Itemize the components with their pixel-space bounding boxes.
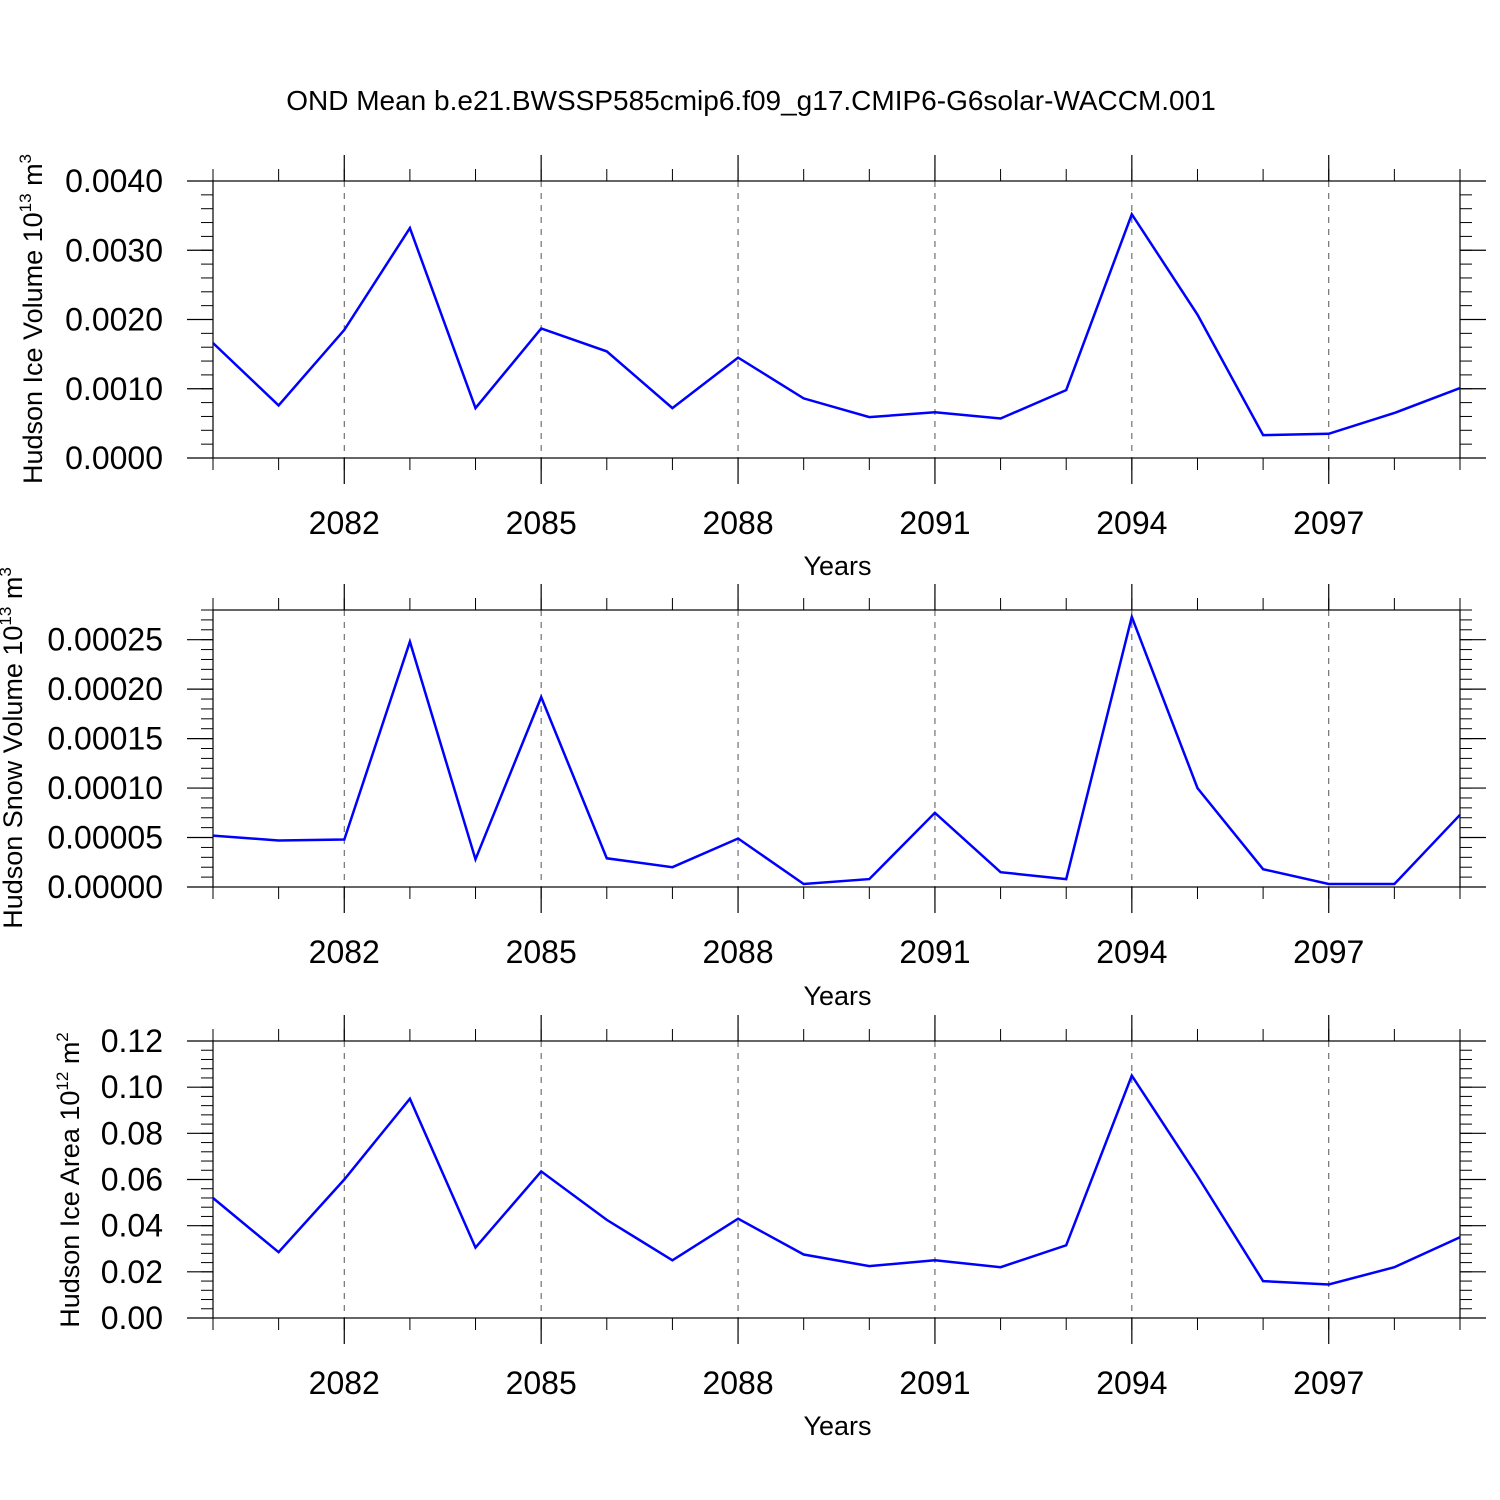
y-tick-label: 0.00025: [47, 622, 163, 658]
panel-3: 2082 2085 2088 2091 2094 2097 0.00 0.02 0.04 0.06…: [53, 1015, 1486, 1441]
series-line: [212, 211, 1461, 437]
x-tick-label: 2097: [1293, 934, 1364, 970]
x-tick-label: 2088: [702, 1365, 773, 1401]
series-line: [212, 612, 1461, 886]
y-tick-label: 0.00010: [47, 770, 163, 806]
y-tick-label: 0.04: [101, 1208, 163, 1244]
x-tick-label: 2094: [1096, 505, 1167, 541]
x-tick-label: 2082: [309, 934, 380, 970]
x-tick-label: 2088: [702, 934, 773, 970]
y-tick-label: 0.0020: [65, 302, 163, 338]
y-tick-label: 0.00020: [47, 671, 163, 707]
x-tick-label: 2082: [309, 505, 380, 541]
y-tick-label: 0.06: [101, 1162, 163, 1198]
y-tick-label: 0.00000: [47, 869, 163, 905]
x-axis-label: Years: [803, 551, 871, 581]
y-tick-label: 0.00015: [47, 721, 163, 757]
panel-2: 2082 2085 2088 2091 2094 2097 0.00000 0.00005 0.…: [0, 567, 1486, 1011]
x-tick-label: 2097: [1293, 1365, 1364, 1401]
x-tick-label: 2097: [1293, 505, 1364, 541]
x-tick-label: 2085: [506, 505, 577, 541]
x-tick-label: 2082: [309, 1365, 380, 1401]
x-tick-label: 2091: [899, 505, 970, 541]
x-tick-label: 2094: [1096, 934, 1167, 970]
y-tick-label: 0.10: [101, 1069, 163, 1105]
y-tick-label: 0.0030: [65, 232, 163, 268]
y-tick-label: 0.00: [101, 1300, 163, 1336]
y-tick-label: 0.0040: [65, 163, 163, 199]
y-tick-label: 0.02: [101, 1254, 163, 1290]
y-tick-label: 0.08: [101, 1115, 163, 1151]
x-tick-label: 2085: [506, 934, 577, 970]
x-tick-label: 2085: [506, 1365, 577, 1401]
x-axis-label: Years: [803, 981, 871, 1011]
y-tick-label: 0.00005: [47, 820, 163, 856]
x-tick-label: 2091: [899, 1365, 970, 1401]
x-axis-label: Years: [803, 1411, 871, 1441]
y-axis-label: Hudson Snow Volume 1013 m3: [0, 567, 28, 929]
y-axis-label: Hudson Ice Area 1012 m2: [53, 1032, 85, 1328]
y-tick-label: 0.0000: [65, 440, 163, 476]
panel-1: 2082 2085 2088 2091 2094 2097 0.0000 0.0010 0.00…: [16, 154, 1486, 581]
x-tick-label: 2088: [702, 505, 773, 541]
chart-title: OND Mean b.e21.BWSSP585cmip6.f09_g17.CMI…: [286, 85, 1216, 116]
y-tick-label: 0.12: [101, 1023, 163, 1059]
series-line: [212, 1072, 1461, 1286]
x-tick-label: 2094: [1096, 1365, 1167, 1401]
y-tick-label: 0.0010: [65, 371, 163, 407]
y-axis-label: Hudson Ice Volume 1013 m3: [16, 154, 48, 484]
x-tick-label: 2091: [899, 934, 970, 970]
